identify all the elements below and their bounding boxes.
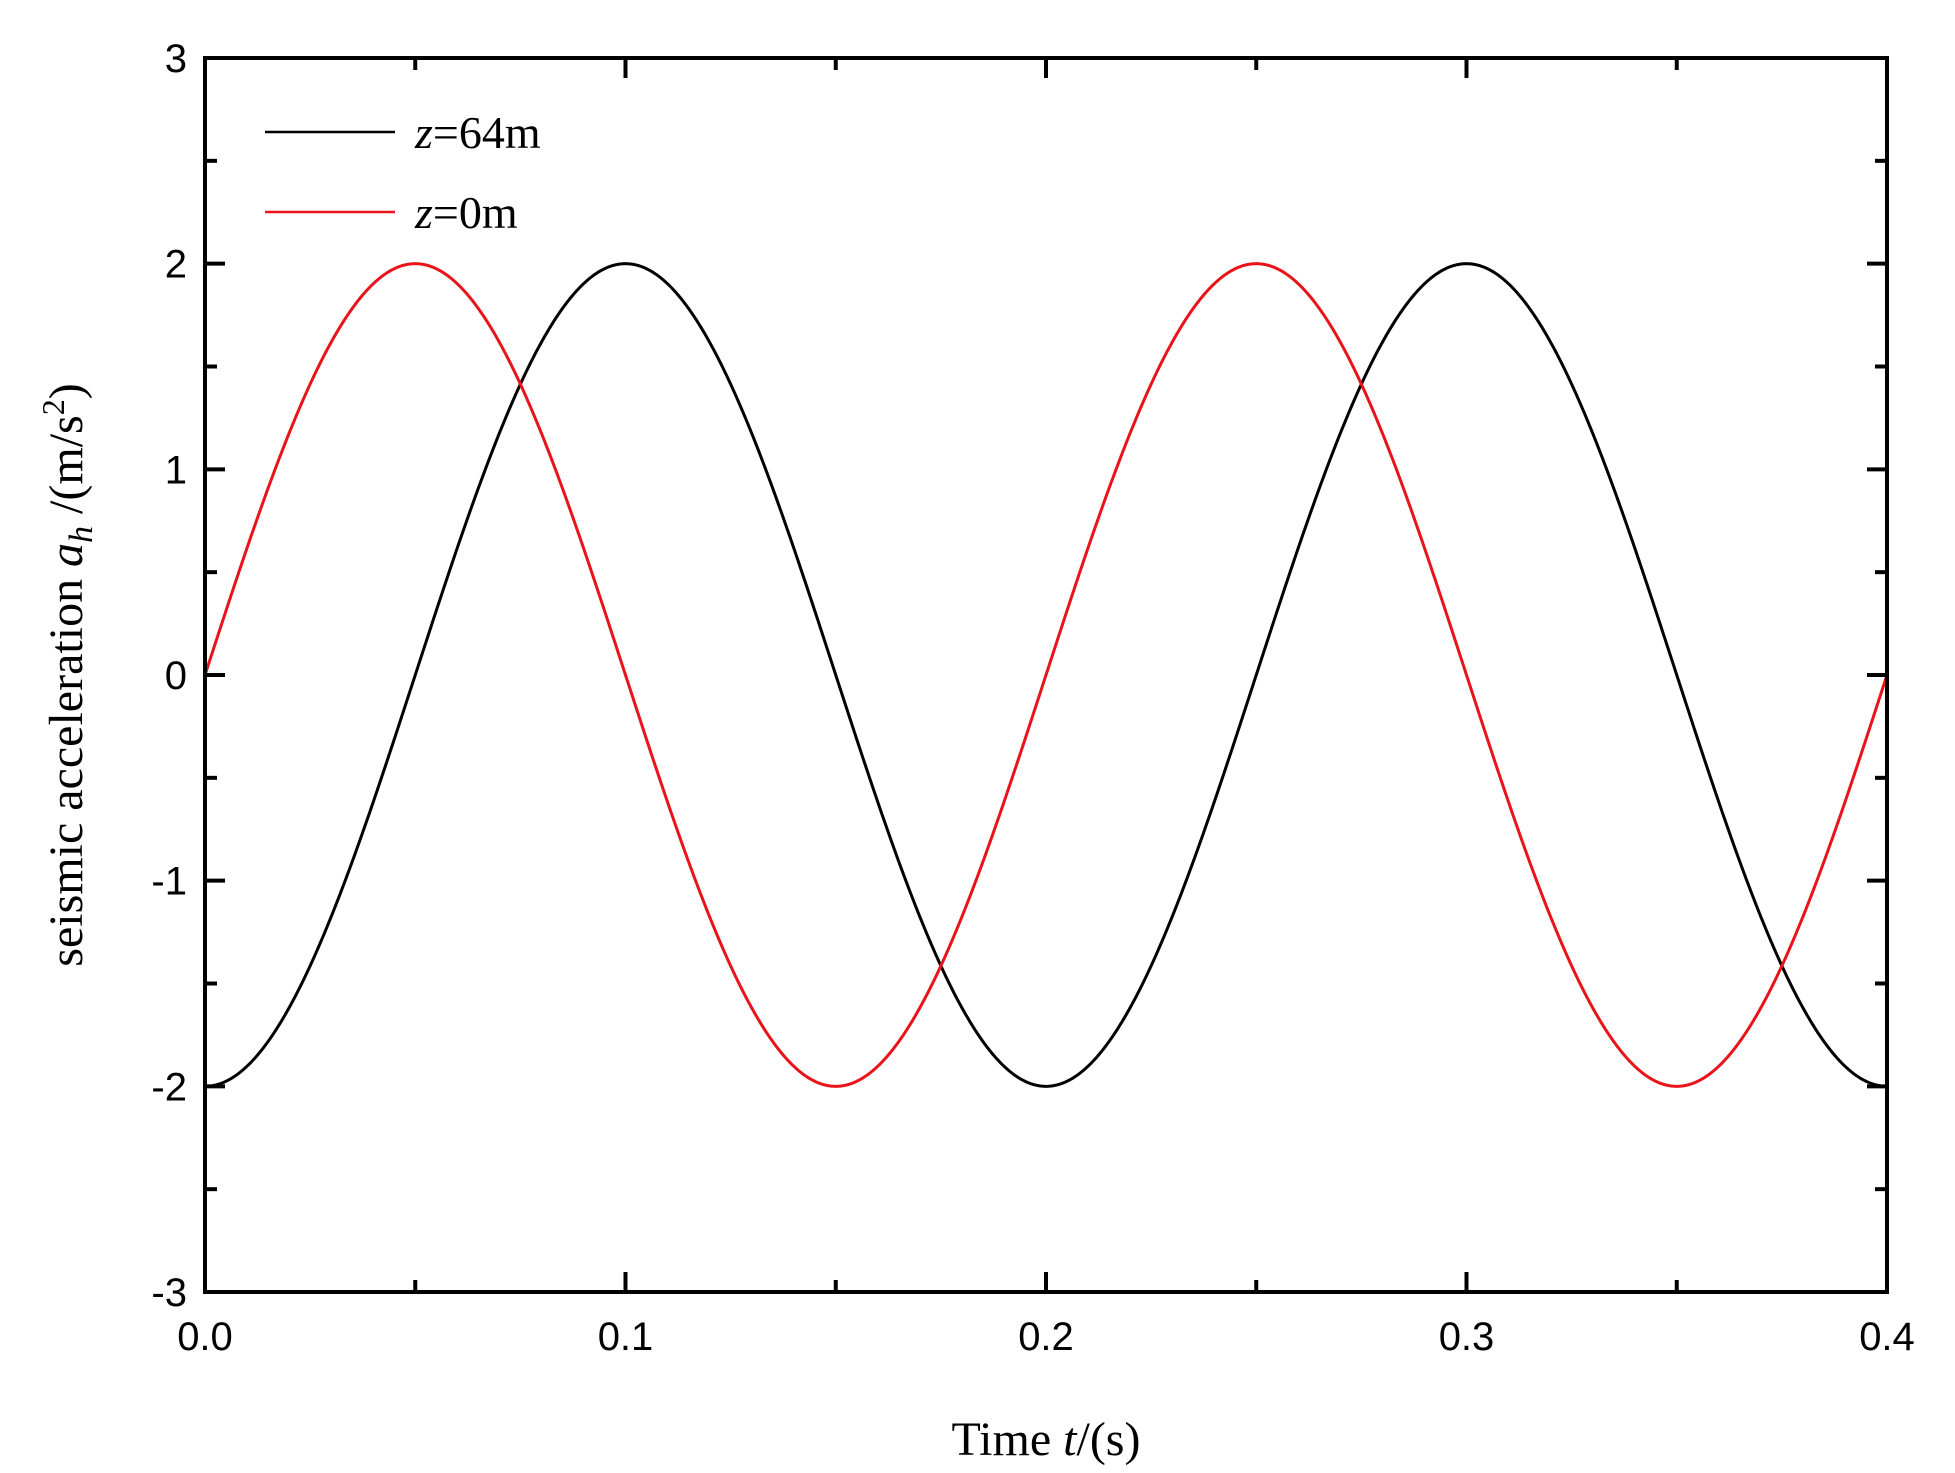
legend: z=64m z=0m	[265, 107, 541, 238]
series-line-z0	[203, 262, 1889, 1088]
y-tick-label: -2	[151, 1065, 187, 1109]
x-tick-label: 0.2	[1018, 1315, 1074, 1359]
y-axis-title: seismic acceleration ah /(m/s2)	[35, 383, 100, 966]
plot-lines	[203, 262, 1889, 1088]
legend-label-z64: z=64m	[414, 107, 541, 158]
y-tick-label: 2	[165, 243, 187, 287]
y-tick-label: 1	[165, 448, 187, 492]
axis-ticks	[203, 56, 1889, 1294]
y-tick-label: 0	[165, 654, 187, 698]
x-tick-label: 0.3	[1439, 1315, 1495, 1359]
x-axis-title: Time t/(s)	[952, 1413, 1141, 1466]
y-tick-label: -1	[151, 860, 187, 904]
x-tick-label: 0.4	[1859, 1315, 1915, 1359]
tick-labels: -3 -2 -1 0 1 2 3 0.0 0.1 0.2 0.3 0.4	[151, 37, 1914, 1359]
series-line-z64	[204, 262, 1888, 1088]
y-tick-label: 3	[165, 37, 187, 81]
y-tick-label: -3	[151, 1271, 187, 1315]
x-tick-label: 0.1	[598, 1315, 654, 1359]
x-tick-label: 0.0	[177, 1315, 233, 1359]
legend-label-z0: z=0m	[414, 187, 518, 238]
